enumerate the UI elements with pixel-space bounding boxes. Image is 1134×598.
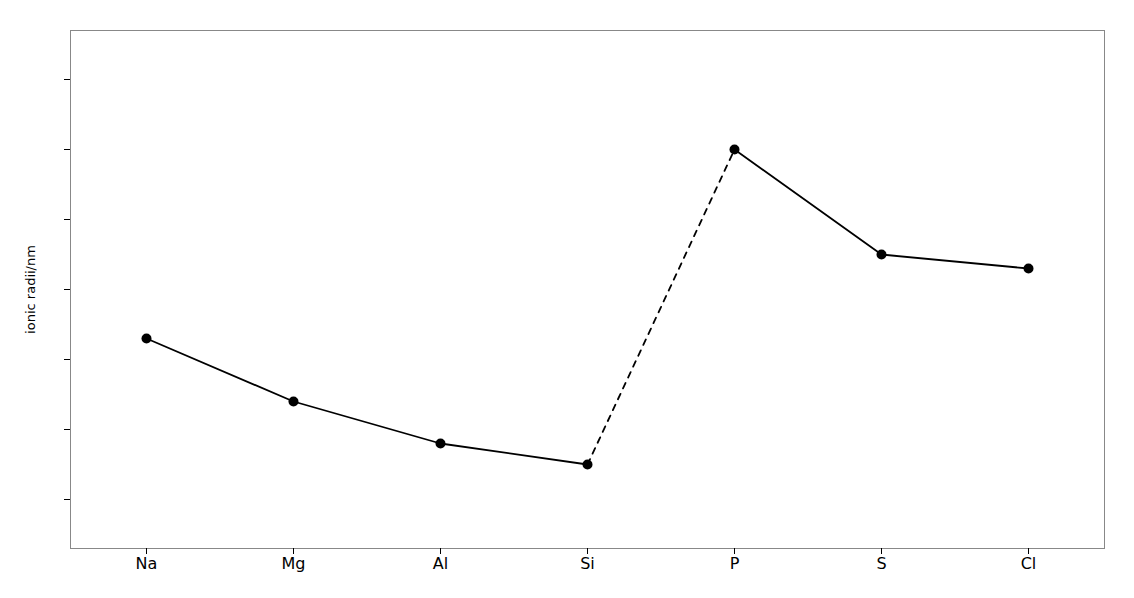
svg-text:Na: Na [136, 554, 158, 573]
svg-text:P: P [730, 554, 740, 573]
svg-text:ionic radii/nm: ionic radii/nm [23, 245, 38, 334]
svg-text:Mg: Mg [282, 554, 306, 573]
svg-text:Si: Si [580, 554, 595, 573]
svg-text:S: S [876, 554, 886, 573]
svg-text:Al: Al [433, 554, 448, 573]
svg-text:Cl: Cl [1021, 554, 1037, 573]
